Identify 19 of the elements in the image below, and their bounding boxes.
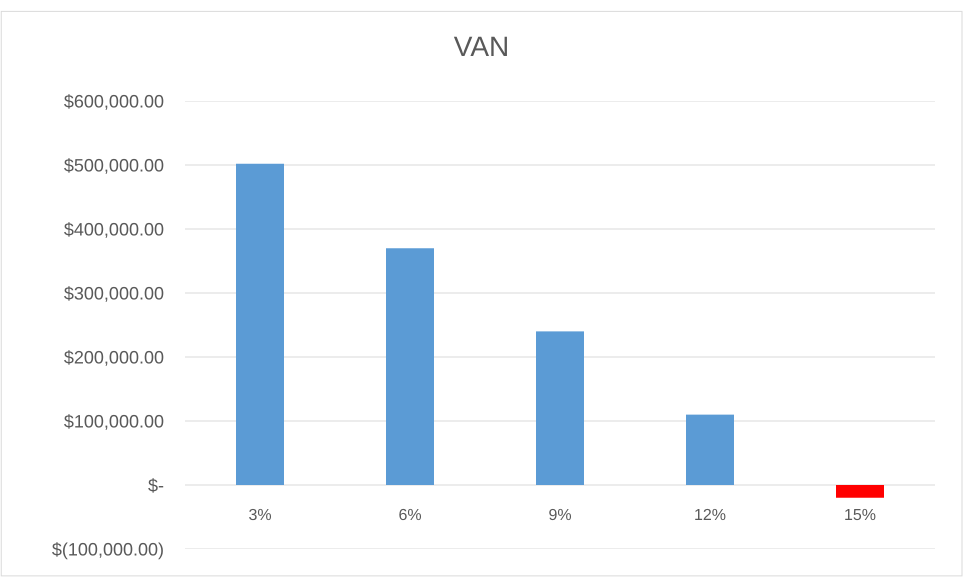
x-tick-label: 3% xyxy=(248,507,272,524)
bar xyxy=(836,485,884,498)
y-tick-label: $600,000.00 xyxy=(64,91,164,112)
y-tick-label: $500,000.00 xyxy=(64,155,164,176)
x-tick-label: 15% xyxy=(844,507,876,524)
x-tick-label: 9% xyxy=(548,507,572,524)
bar xyxy=(536,331,584,485)
y-tick-label: $300,000.00 xyxy=(64,283,164,304)
bar xyxy=(386,248,434,485)
x-tick-label: 12% xyxy=(694,507,726,524)
y-tick-label: $- xyxy=(148,475,164,496)
y-tick-label: $400,000.00 xyxy=(64,219,164,240)
y-tick-label: $100,000.00 xyxy=(64,411,164,432)
bar xyxy=(236,164,284,485)
bar xyxy=(686,414,734,485)
x-tick-label: 6% xyxy=(398,507,422,524)
y-tick-label: $(100,000.00) xyxy=(52,539,164,560)
y-tick-label: $200,000.00 xyxy=(64,347,164,368)
chart-title: VAN xyxy=(454,31,510,62)
